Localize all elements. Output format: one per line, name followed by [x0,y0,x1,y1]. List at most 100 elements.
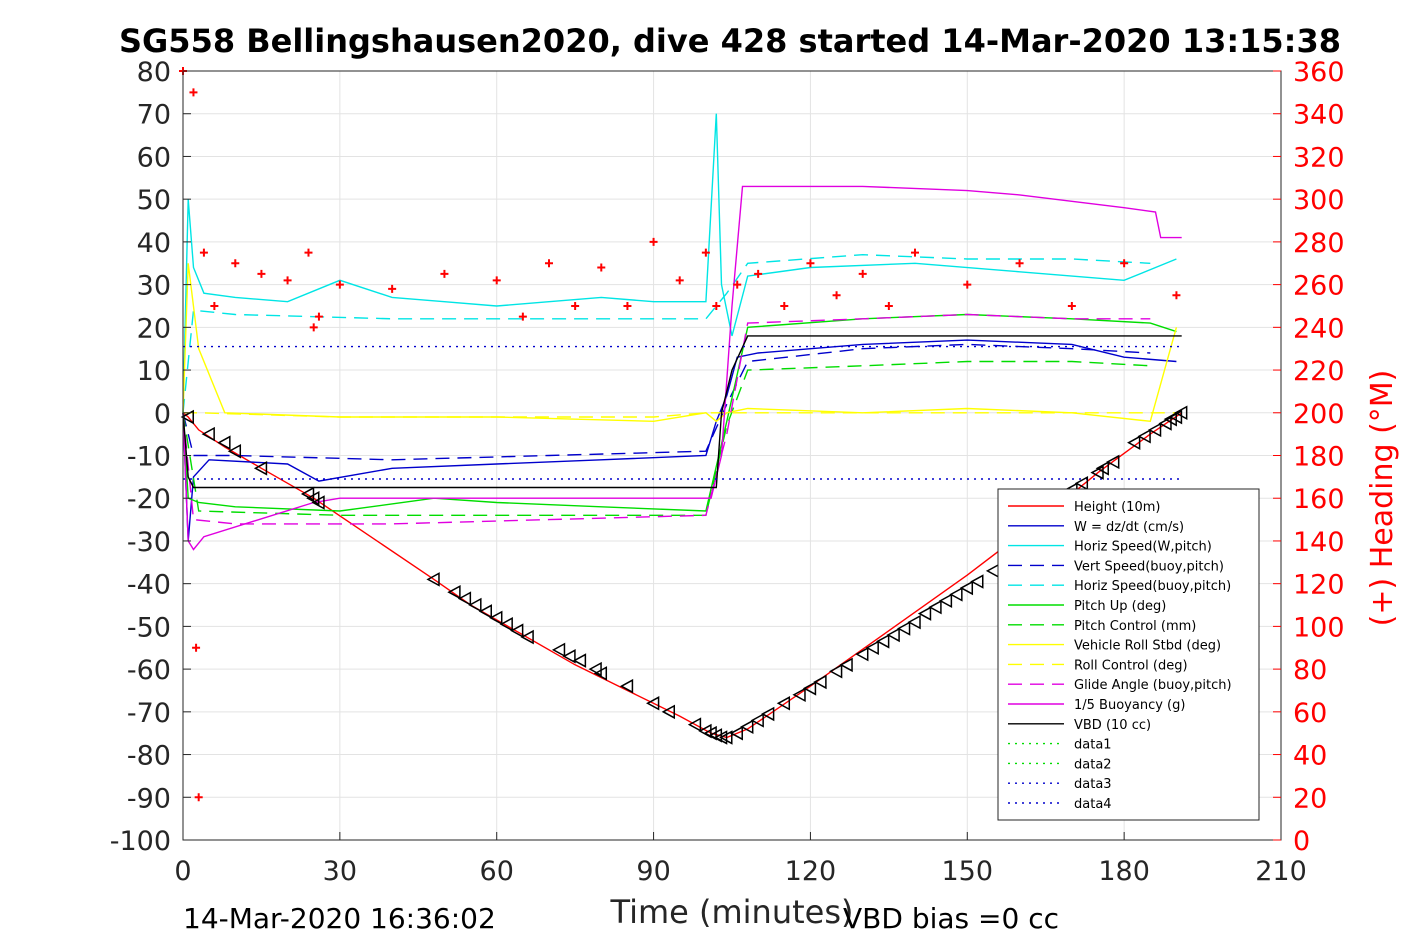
depth-marker [865,640,879,656]
heading-marker [189,88,198,97]
series-line-1 [182,339,1177,541]
heading-marker [192,643,201,652]
y-right-tick-label: 80 [1293,655,1327,686]
y-left-tick-label: 40 [137,228,171,259]
heading-marker [199,248,208,257]
y-right-tick-label: 0 [1293,826,1310,857]
depth-marker [588,661,602,677]
series-line-2 [182,113,1177,413]
y-left-tick-label: -30 [127,527,171,558]
heading-marker [884,301,893,310]
y-right-tick-label: 40 [1293,741,1327,772]
y-left-tick-label: -60 [127,655,171,686]
y-right-tick-label: 260 [1293,271,1345,302]
y-right-tick-label: 360 [1293,57,1345,88]
series-line-10 [182,185,1182,551]
heading-marker [257,269,266,278]
legend-entry: data1 [1074,738,1112,753]
heading-marker [733,280,742,289]
y-left-tick-label: 30 [137,271,171,302]
x-tick-label: 210 [1255,856,1307,887]
depth-marker [201,426,215,442]
y-right-tick-label: 140 [1293,527,1345,558]
y-right-tick-label: 120 [1293,570,1345,601]
heading-marker [571,301,580,310]
depth-marker [792,687,806,703]
y-left-tick-label: -40 [127,570,171,601]
heading-marker [858,269,867,278]
heading-marker [210,301,219,310]
depth-marker [426,572,440,587]
legend-entry: Vehicle Roll Stbd (deg) [1074,639,1221,654]
legend-entry: VBD (10 cc) [1074,718,1151,733]
depth-marker [802,681,817,696]
y-right-tick-label: 320 [1293,142,1345,173]
depth-marker [227,443,242,459]
depth-marker [970,574,984,589]
y-right-tick-label: 220 [1293,356,1345,387]
chart-title: SG558 Bellingshausen2020, dive 428 start… [119,22,1341,60]
depth-marker [562,649,576,664]
legend: Height (10m) W = dz/dt (cm/s) Horiz Speed(… [997,488,1260,821]
legend-entry: W = dz/dt (cm/s) [1074,520,1184,535]
legend-entry: Height (10m) [1074,500,1160,515]
y-left-tick-label: -100 [110,826,171,857]
heading-marker [304,248,313,257]
heading-marker [1067,301,1076,310]
heading-marker [754,269,763,278]
depth-marker [886,627,900,643]
depth-marker [1174,405,1188,421]
depth-marker [917,606,932,621]
depth-marker [855,646,869,662]
legend-entry: data2 [1074,757,1112,772]
y-right-tick-label: 300 [1293,185,1345,216]
depth-marker [489,610,503,626]
depth-marker [876,634,890,649]
depth-marker [750,713,764,728]
depth-marker [1137,429,1151,444]
heading-marker [780,301,789,310]
heading-marker [1120,259,1129,268]
depth-marker [729,725,743,741]
y-right-tick-label: 180 [1293,442,1345,473]
heading-marker [1015,259,1024,268]
depth-marker [306,490,320,506]
y-left-tick-label: -90 [127,783,171,814]
y-right-tick-label: 280 [1293,228,1345,259]
depth-marker [776,696,791,711]
heading-marker [712,301,721,310]
heading-marker [388,284,397,293]
depth-marker [572,653,587,668]
series-line-7 [182,263,1178,423]
heading-marker [1172,291,1181,300]
depth-marker [839,657,853,673]
depth-marker [478,604,493,619]
footer-timestamp: 14-Mar-2020 16:36:02 [183,902,496,935]
depth-marker [311,495,325,510]
legend-box [997,488,1260,821]
series-line-8 [183,412,1177,418]
axes: 0 30 60 90 120 150 180 21080706050403020100-10-… [110,57,1345,887]
depth-marker [661,704,676,720]
heading-marker [911,248,919,257]
depth-marker [928,599,942,615]
depth-marker [217,435,231,450]
heading-marker [283,276,292,285]
series-line-6 [182,360,1151,516]
depth-marker [253,461,268,476]
heading-marker [597,263,606,272]
heading-marker [314,312,323,321]
footer-vbd-bias: VBD bias =0 cc [843,902,1059,935]
y-right-tick-label: 20 [1293,783,1327,814]
x-tick-label: 120 [785,856,837,887]
y-right-tick-label: 60 [1293,698,1327,729]
depth-marker [1095,461,1109,476]
y-right-tick-label: 200 [1293,399,1345,430]
heading-marker [649,237,658,246]
heading-marker [806,259,815,268]
right-axis-label: (+) Heading (°M) [1365,370,1400,627]
marker-layer [179,67,1188,802]
y-left-tick-label: -10 [127,442,171,473]
depth-marker [907,614,921,630]
